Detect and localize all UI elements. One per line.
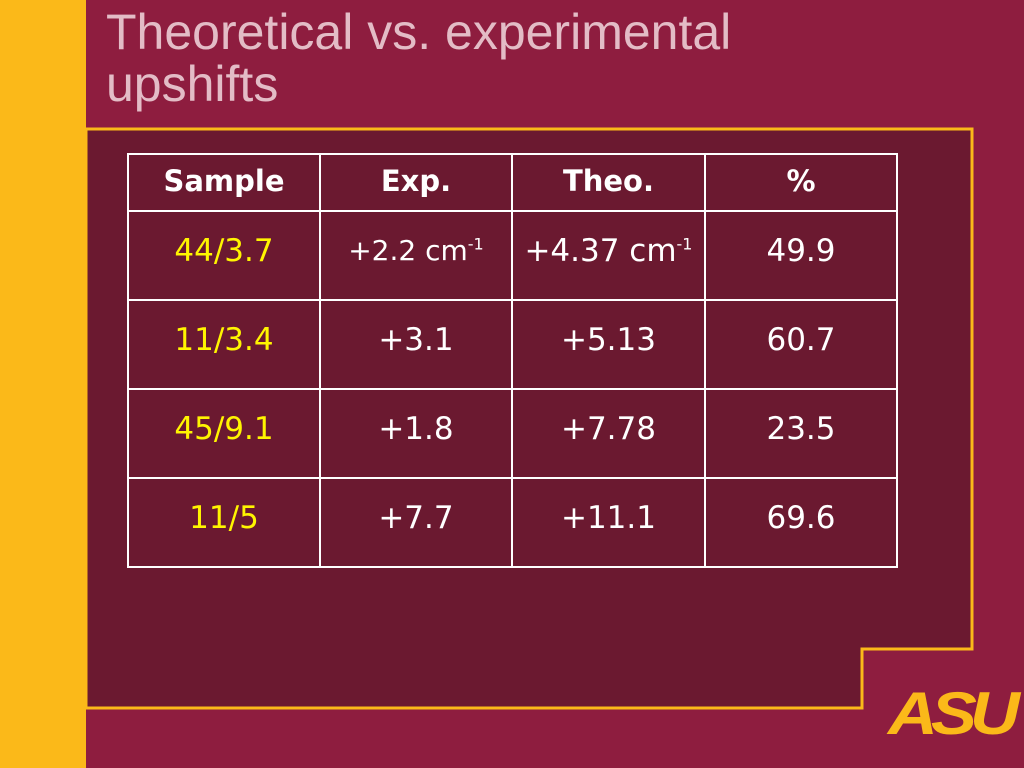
header-theo: Theo.: [510, 153, 706, 212]
cell-percent: 69.6: [703, 477, 899, 568]
cell-sample: 11/5: [127, 477, 321, 568]
cell-exp: +1.8: [318, 388, 513, 479]
cell-exp-value: +1.8: [378, 411, 454, 447]
header-sample: Sample: [127, 153, 321, 212]
cell-percent: 49.9: [703, 210, 899, 301]
table-header-row: Sample Exp. Theo. %: [127, 153, 899, 212]
cell-sample: 44/3.7: [127, 210, 321, 301]
table-row: 45/9.1 +1.8 +7.78 23.5: [127, 388, 899, 479]
header-exp: Exp.: [318, 153, 513, 212]
cell-theo-superscript: -1: [676, 234, 693, 254]
cell-exp-value: +2.2 cm: [348, 234, 468, 267]
slide-title-line-1: Theoretical vs. experimental: [106, 4, 732, 60]
cell-theo: +5.13: [510, 299, 706, 390]
upshift-table: Sample Exp. Theo. % 44/3.7 +2.2 cm-1 +4.…: [127, 153, 899, 568]
cell-percent: 23.5: [703, 388, 899, 479]
cell-exp-value: +7.7: [378, 500, 454, 536]
cell-exp: +2.2 cm-1: [318, 210, 513, 301]
cell-theo-value: +11.1: [560, 500, 656, 536]
gold-side-bar: [0, 0, 86, 768]
header-percent: %: [703, 153, 899, 212]
cell-theo-value: +5.13: [560, 322, 656, 358]
cell-theo: +7.78: [510, 388, 706, 479]
cell-exp-value: +3.1: [378, 322, 454, 358]
cell-sample: 45/9.1: [127, 388, 321, 479]
cell-exp: +7.7: [318, 477, 513, 568]
cell-theo-value: +4.37 cm: [524, 233, 677, 269]
cell-theo: +4.37 cm-1: [510, 210, 706, 301]
slide-title: Theoretical vs. experimental upshifts: [106, 6, 986, 110]
cell-exp-superscript: -1: [467, 234, 484, 254]
table-row: 11/3.4 +3.1 +5.13 60.7: [127, 299, 899, 390]
table-row: 44/3.7 +2.2 cm-1 +4.37 cm-1 49.9: [127, 210, 899, 301]
cell-sample: 11/3.4: [127, 299, 321, 390]
cell-theo-value: +7.78: [560, 411, 656, 447]
asu-logo: ASU: [888, 680, 1020, 747]
cell-percent: 60.7: [703, 299, 899, 390]
table-row: 11/5 +7.7 +11.1 69.6: [127, 477, 899, 568]
slide-title-line-2: upshifts: [106, 56, 279, 112]
cell-theo: +11.1: [510, 477, 706, 568]
cell-exp: +3.1: [318, 299, 513, 390]
